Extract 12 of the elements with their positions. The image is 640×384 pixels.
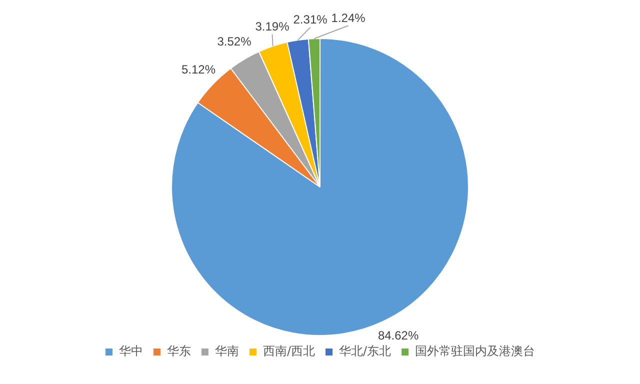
legend-label: 华北/东北: [339, 344, 392, 358]
data-label: 3.19%: [255, 20, 290, 34]
legend-label: 华中: [118, 344, 143, 358]
legend-label: 国外常驻国内及港澳台: [415, 344, 536, 358]
data-label: 84.62%: [378, 328, 419, 343]
legend-label: 华东: [166, 344, 191, 358]
legend-label: 西南/西北: [262, 344, 316, 358]
data-label: 3.52%: [217, 34, 252, 48]
data-label: 5.12%: [181, 62, 216, 77]
data-label: 1.24%: [331, 10, 366, 25]
data-label: 2.31%: [293, 12, 328, 27]
legend-label: 华南: [214, 344, 239, 358]
